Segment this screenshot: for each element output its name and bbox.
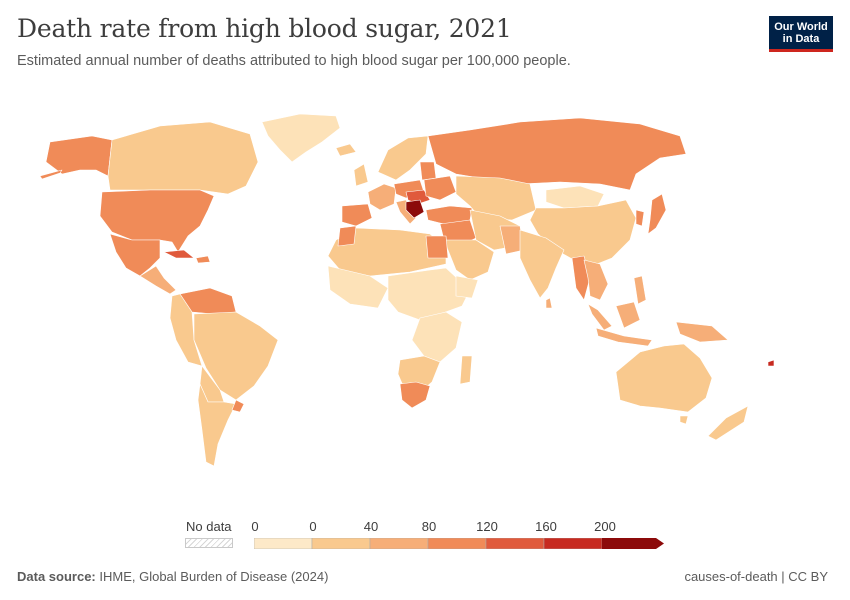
region-sri-lanka[interactable] xyxy=(545,297,553,309)
legend-bin-4 xyxy=(485,538,545,549)
legend-bin-2 xyxy=(369,538,429,549)
region-egypt[interactable] xyxy=(425,235,449,259)
legend-tick-2: 40 xyxy=(363,519,379,534)
region-baltics[interactable] xyxy=(419,161,437,181)
region-new-zealand[interactable] xyxy=(707,405,749,441)
region-uruguay[interactable] xyxy=(231,399,245,413)
region-aleutians[interactable] xyxy=(39,169,63,180)
region-central-africa[interactable] xyxy=(387,267,471,321)
data-source: Data source: IHME, Global Burden of Dise… xyxy=(17,569,328,584)
region-argentina-chile[interactable] xyxy=(197,383,237,467)
legend-tick-4: 120 xyxy=(476,519,498,534)
region-fiji[interactable] xyxy=(767,359,775,367)
region-japan[interactable] xyxy=(647,193,667,235)
legend-color-bar xyxy=(254,538,664,549)
legend-bin-0 xyxy=(254,538,313,549)
legend-tick-5: 160 xyxy=(535,519,557,534)
region-thailand-indochina[interactable] xyxy=(583,259,609,301)
legend-bin-6 xyxy=(602,538,664,549)
region-horn-of-africa[interactable] xyxy=(455,275,479,299)
world-map[interactable] xyxy=(0,100,850,510)
region-canada[interactable] xyxy=(107,121,259,195)
legend-tick-1: 0 xyxy=(309,519,317,534)
region-philippines[interactable] xyxy=(633,275,647,305)
license-note[interactable]: causes-of-death | CC BY xyxy=(684,569,828,584)
region-india[interactable] xyxy=(519,229,565,299)
region-iberia[interactable] xyxy=(341,203,373,227)
region-uk[interactable] xyxy=(353,163,369,187)
region-australia[interactable] xyxy=(615,343,713,413)
legend-bin-3 xyxy=(427,538,487,549)
data-source-text[interactable]: IHME, Global Burden of Disease (2024) xyxy=(99,569,329,584)
region-central-asia[interactable] xyxy=(455,175,537,221)
region-east-africa[interactable] xyxy=(411,311,463,363)
region-central-america[interactable] xyxy=(139,265,177,295)
region-sumatra-java[interactable] xyxy=(595,327,653,347)
region-arabia[interactable] xyxy=(443,239,495,281)
region-madagascar[interactable] xyxy=(459,355,473,385)
region-alaska[interactable] xyxy=(45,135,113,177)
chart-subtitle: Estimated annual number of deaths attrib… xyxy=(17,53,571,69)
legend-no-data-swatch xyxy=(185,538,233,548)
region-usa[interactable] xyxy=(99,189,215,253)
legend-bin-1 xyxy=(311,538,371,549)
region-mexico[interactable] xyxy=(109,233,161,277)
region-italy[interactable] xyxy=(395,199,417,225)
region-scandinavia[interactable] xyxy=(377,135,429,181)
region-cuba[interactable] xyxy=(163,249,195,259)
legend-no-data-label: No data xyxy=(186,519,232,534)
legend-tick-0: 0 xyxy=(251,519,259,534)
region-north-africa[interactable] xyxy=(327,227,447,277)
region-balkans[interactable] xyxy=(405,199,425,219)
owid-logo[interactable]: Our World in Data xyxy=(769,16,833,52)
region-malaysia[interactable] xyxy=(587,303,613,331)
region-iceland[interactable] xyxy=(335,143,357,157)
region-new-guinea[interactable] xyxy=(675,321,729,343)
region-borneo[interactable] xyxy=(615,301,641,329)
logo-line-2: in Data xyxy=(782,33,820,45)
region-brazil[interactable] xyxy=(193,311,279,401)
region-south-africa[interactable] xyxy=(399,381,431,409)
legend-tick-6: 200 xyxy=(594,519,616,534)
region-mongolia[interactable] xyxy=(545,185,605,209)
region-korea[interactable] xyxy=(635,209,645,227)
region-morocco[interactable] xyxy=(337,225,357,247)
region-west-africa[interactable] xyxy=(327,265,389,309)
region-greenland[interactable] xyxy=(261,113,341,163)
chart-title: Death rate from high blood sugar, 2021 xyxy=(17,14,512,43)
logo-line-1: Our World xyxy=(774,21,828,33)
region-france-benelux[interactable] xyxy=(367,183,397,211)
legend-bin-5 xyxy=(543,538,603,549)
region-hispaniola[interactable] xyxy=(195,255,211,264)
region-central-europe[interactable] xyxy=(405,189,431,205)
region-tasmania[interactable] xyxy=(679,415,689,425)
legend-tick-3: 80 xyxy=(421,519,437,534)
region-ukraine-belarus[interactable] xyxy=(423,175,457,201)
data-source-label: Data source: xyxy=(17,569,96,584)
